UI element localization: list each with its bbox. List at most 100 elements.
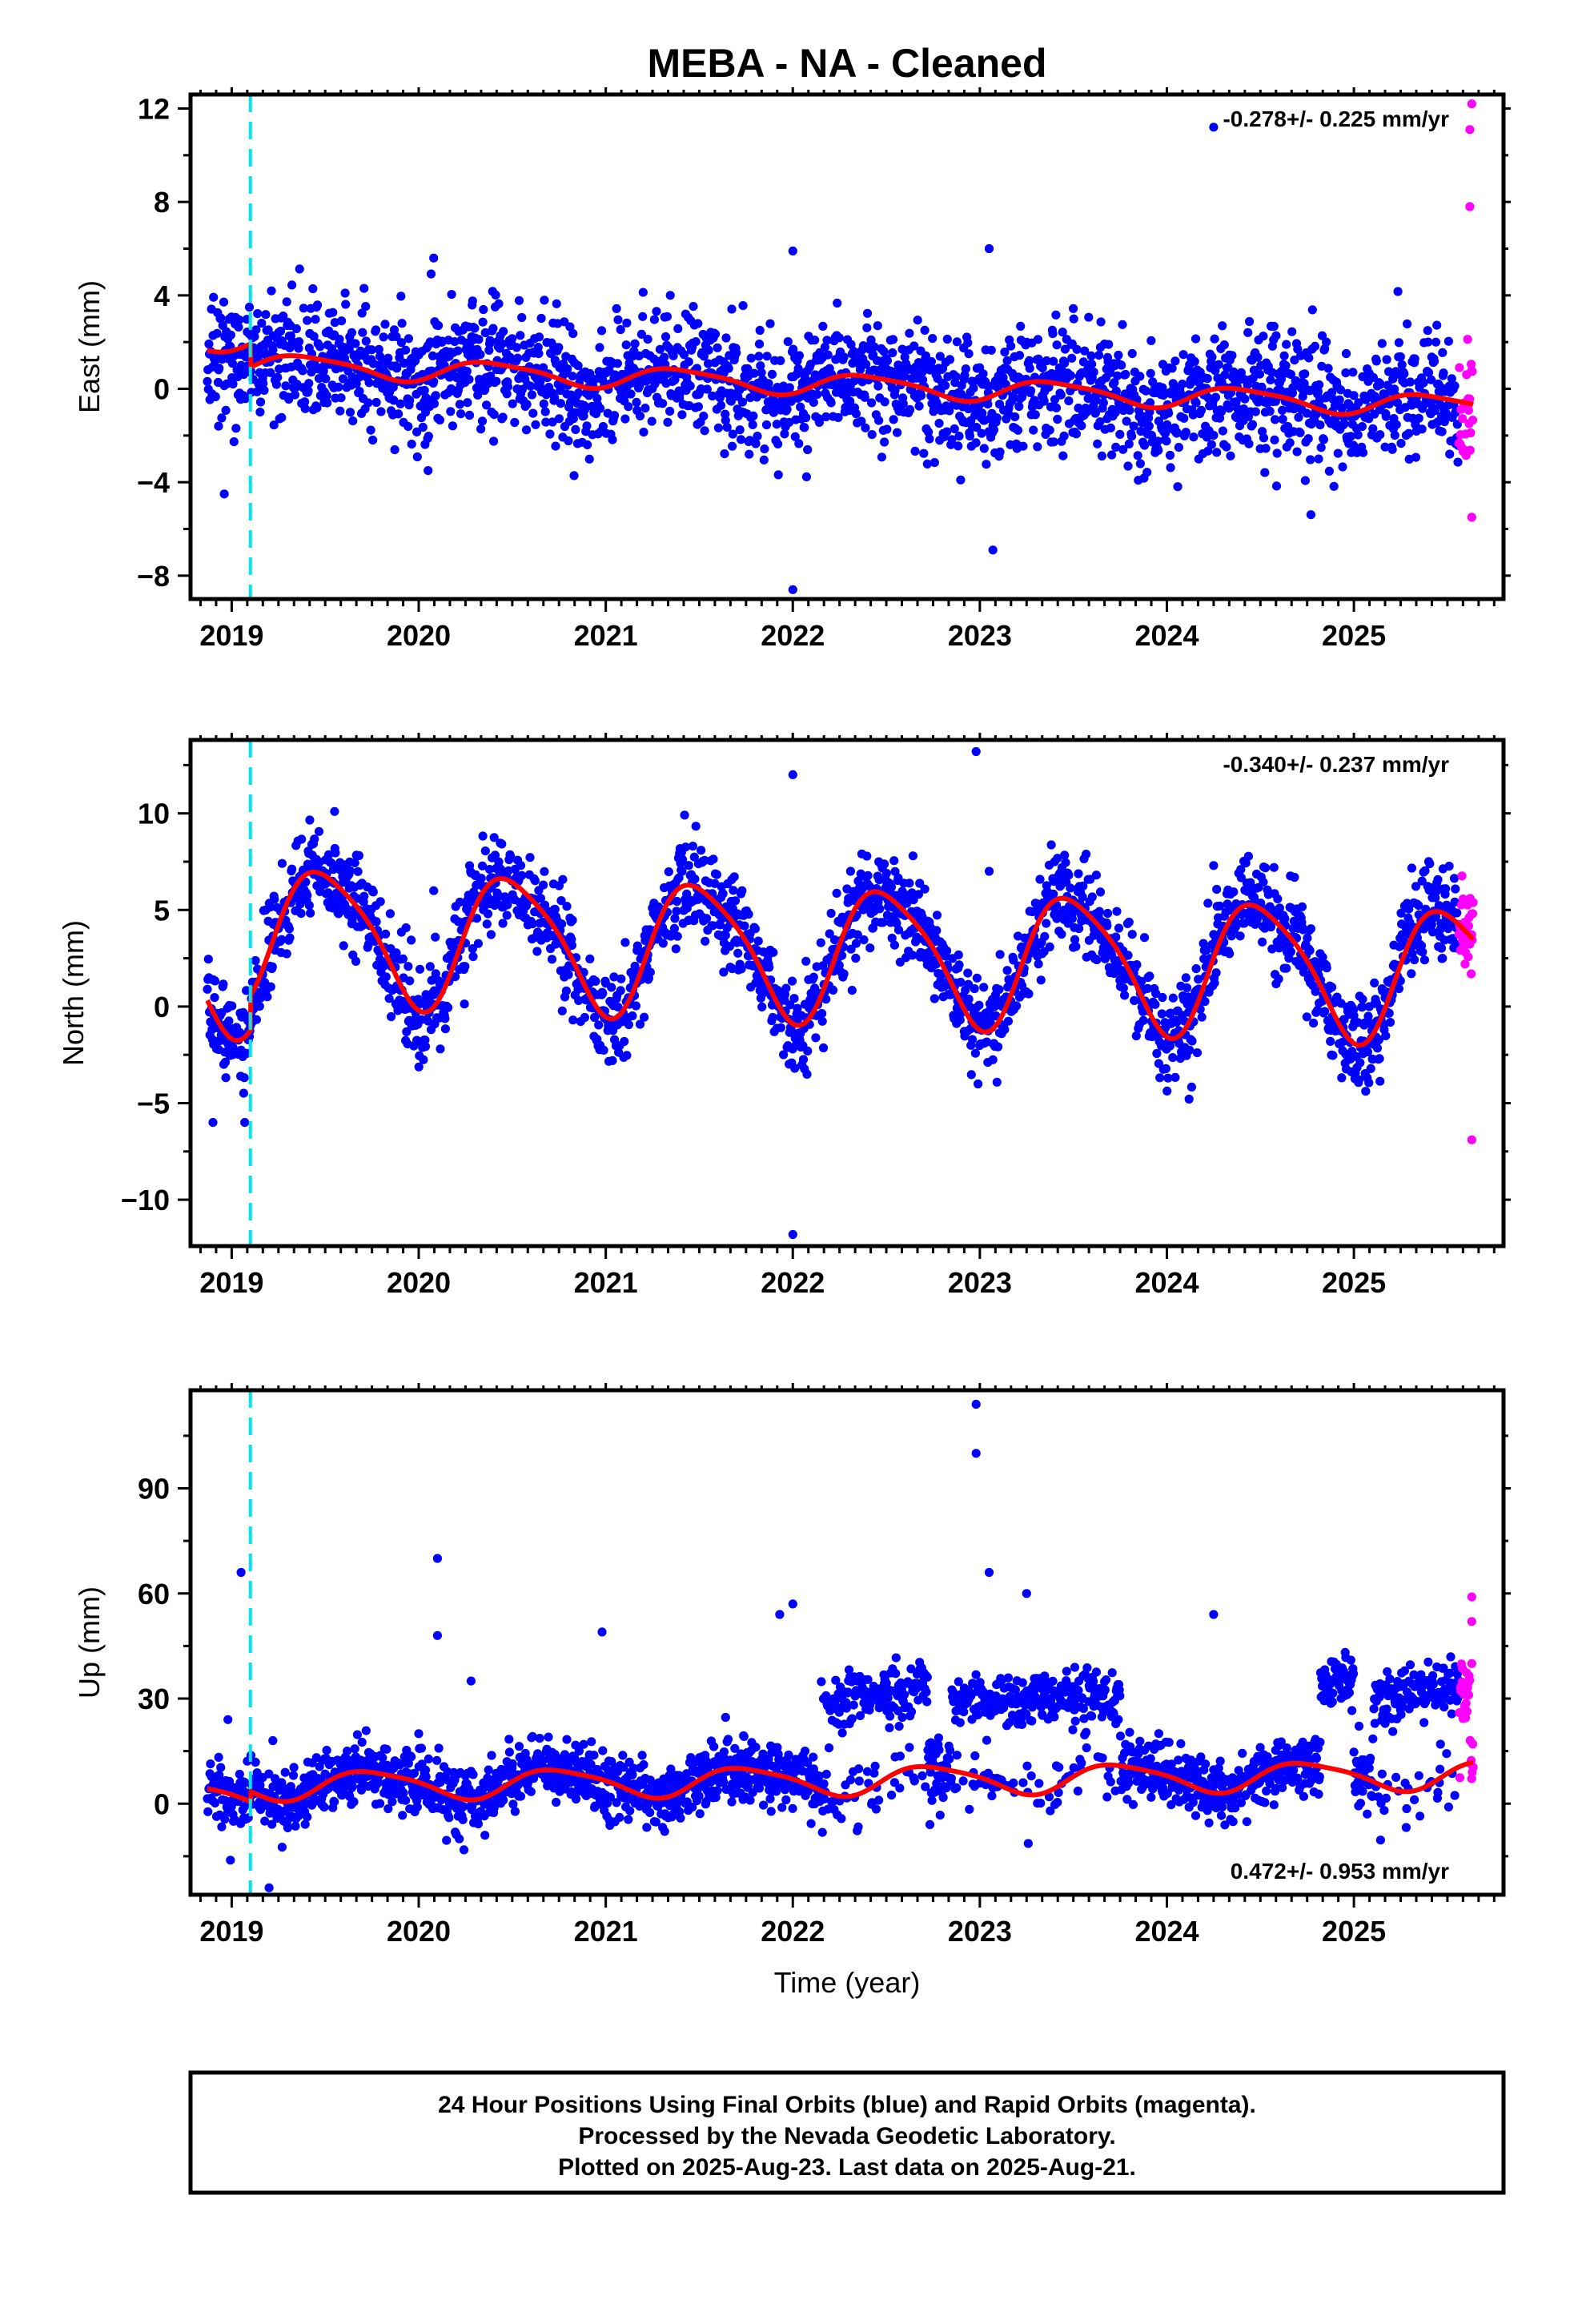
north-final-point [963,968,973,978]
east-final-point [616,324,625,335]
north-final-point [431,932,440,942]
north-final-point [285,933,295,943]
east-final-point [608,435,617,444]
east-final-point [921,351,930,360]
north-final-point [440,1024,451,1034]
east-final-point [1042,356,1051,366]
north-final-point [561,986,572,995]
north-final-point [255,1002,264,1011]
east-final-point [221,405,231,415]
east-final-point [446,407,456,416]
east-final-point [713,343,722,352]
north-final-point [1192,1048,1202,1058]
east-final-point [1014,401,1024,412]
east-final-point [294,344,303,353]
east-final-point [536,313,546,324]
east-final-point [977,428,986,438]
east-final-point [1051,310,1061,320]
east-final-point [335,406,345,416]
north-final-point [616,974,626,983]
east-final-point [1051,403,1062,412]
east-final-point [1315,420,1325,430]
north-final-point [607,983,616,992]
east-final-point [1453,457,1463,467]
north-final-point [503,900,512,910]
north-final-point [1152,1048,1162,1059]
east-final-point [882,356,892,366]
east-final-point [259,379,268,388]
east-final-point [913,316,922,325]
east-final-point [1064,396,1074,406]
east-final-point [1371,356,1381,366]
east-final-point [713,423,724,432]
east-final-point [673,324,683,333]
east-final-point [548,417,557,427]
east-final-point [1271,331,1281,340]
north-final-point [1274,974,1283,984]
north-final-point [539,880,548,890]
east-final-point [1295,428,1305,438]
east-final-point [394,409,404,419]
east-final-point [1107,450,1117,460]
east-final-point [1089,368,1098,377]
north-final-point [1082,850,1091,859]
east-final-point [1304,353,1314,363]
north-final-point [498,919,508,928]
north-final-point [608,1055,617,1065]
east-final-point [211,392,220,401]
north-final-point [277,858,287,868]
east-final-point [203,376,212,386]
east-final-point [494,299,504,308]
north-final-point [1161,1063,1170,1073]
east-final-point [1178,350,1188,360]
east-final-point [738,301,748,311]
east-final-point [613,315,623,324]
north-final-point [1124,917,1134,927]
east-final-point [1069,314,1078,324]
east-final-point [375,352,385,361]
east-final-point [1278,405,1287,415]
north-final-point [1168,993,1178,1003]
north-final-point [859,935,869,945]
east-final-point [618,370,628,380]
east-final-point [474,335,484,344]
east-final-point [930,458,939,468]
north-final-point [1407,969,1416,979]
north-final-point [440,1014,450,1023]
north-final-point [398,954,408,963]
east-final-point [1419,378,1428,388]
north-final-point [776,1023,786,1032]
east-final-point [513,353,523,363]
east-final-point [1341,368,1351,378]
north-final-point [968,1035,978,1044]
east-final-point [1247,420,1258,429]
east-final-point [251,325,261,335]
east-final-point [1236,368,1246,377]
east-final-point [453,346,463,356]
north-final-point [631,1001,641,1011]
north-final-point [932,926,942,935]
east-final-point [652,307,661,316]
north-final-point [1040,931,1050,941]
north-final-point [1320,1007,1330,1016]
north-final-point [658,939,668,948]
east-final-point [971,438,981,448]
east-final-point [928,334,938,344]
north-final-point [994,1042,1003,1051]
east-final-point [463,398,472,408]
east-final-point [1049,356,1058,366]
east-final-point [636,329,647,339]
north-final-point [314,826,324,836]
east-final-point [582,421,592,431]
east-final-point [726,396,736,406]
east-final-point [1212,448,1222,457]
east-final-point [1222,442,1231,452]
east-final-point [1431,337,1441,347]
east-final-point [1154,445,1163,455]
east-final-point [1381,412,1391,421]
east-final-point [1069,304,1078,313]
east-final-point [877,452,886,462]
east-final-point [803,444,813,455]
east-final-point [699,352,709,361]
east-final-point [464,375,474,384]
